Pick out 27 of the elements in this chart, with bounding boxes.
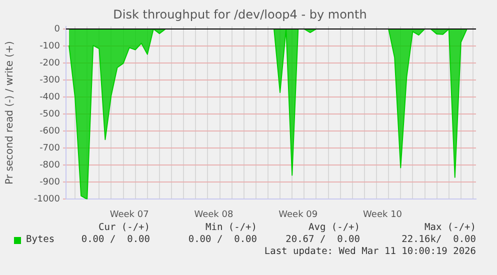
- y-tick-label: -200: [40, 58, 60, 68]
- text: 0.00 / 0.00: [81, 234, 150, 245]
- y-tick-label: -100: [40, 41, 60, 52]
- y-axis-title: Pr second read (-) / write (+): [4, 41, 16, 184]
- x-tick-label: Week 07: [110, 210, 149, 220]
- text: Min (-/+): [206, 222, 257, 233]
- text: 0.00 / 0.00: [188, 234, 257, 245]
- y-tick-label: -800: [40, 160, 60, 170]
- text: Cur (-/+): [98, 222, 150, 233]
- y-tick-label: -1000: [34, 194, 60, 205]
- y-tick-label: -500: [40, 109, 60, 120]
- x-tick-label: Week 08: [194, 210, 234, 220]
- chart-title: Disk throughput for /dev/loop4 - by month: [113, 7, 367, 22]
- y-tick-label: -900: [40, 178, 60, 188]
- y-tick-label: -300: [40, 75, 60, 86]
- text: Last update: Wed Mar 11 10:00:19 2026: [264, 246, 476, 257]
- y-tick-label: 0: [54, 24, 60, 34]
- text: Avg (-/+): [308, 222, 360, 233]
- y-tick-label: -400: [40, 92, 60, 102]
- y-tick-label: -700: [40, 143, 60, 154]
- x-tick-label: Week 09: [278, 210, 318, 220]
- legend-label: Bytes: [26, 234, 55, 245]
- y-tick-label: -600: [40, 126, 60, 136]
- x-tick-label: Week 10: [363, 210, 402, 220]
- text: 22.16k/ 0.00: [402, 234, 476, 245]
- text: Max (-/+): [424, 222, 476, 233]
- text: 20.67 / 0.00: [286, 234, 360, 245]
